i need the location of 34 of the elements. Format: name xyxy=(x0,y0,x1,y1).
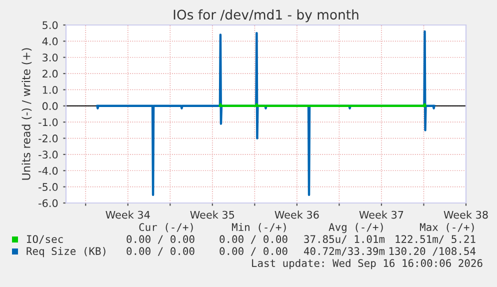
text: Max (-/+) xyxy=(420,223,474,232)
y-tick-label: 3.0 xyxy=(42,54,58,62)
text: Min (-/+) xyxy=(232,222,286,232)
text: Cur (-/+) xyxy=(139,223,193,232)
y-tick-label: 0.0 xyxy=(42,102,58,110)
legend-label: Req Size (KB) xyxy=(26,246,106,258)
x-tick-label: Week 35 xyxy=(190,210,234,219)
y-tick-label: -6.0 xyxy=(38,199,58,208)
y-tick-label: 5.0 xyxy=(42,21,58,30)
text: 40.72m/33.39m xyxy=(304,247,385,256)
text: 122.51m/ 5.21 xyxy=(396,235,476,244)
y-axis-title: Units read (-) / write (+) xyxy=(22,48,32,180)
x-tick-label: Week 38 xyxy=(444,210,488,219)
y-tick-label: -3.0 xyxy=(38,150,58,159)
y-tick-label: 4.0 xyxy=(42,37,58,46)
x-tick-label: Week 37 xyxy=(359,210,404,219)
text: 37.85u/ 1.01m xyxy=(304,235,385,244)
y-tick-label: 2.0 xyxy=(42,70,58,78)
y-tick-label: -5.0 xyxy=(38,183,58,191)
text: Last update: Wed Sep 16 16:00:06 2026 xyxy=(252,258,482,270)
x-tick-label: Week 34 xyxy=(106,210,150,219)
x-tick-label: Week 36 xyxy=(274,210,319,219)
y-tick-label: -4.0 xyxy=(38,166,58,175)
chart-title: IOs for /dev/md1 - by month xyxy=(174,9,358,22)
text: 130.20 /108.54 xyxy=(389,247,476,256)
text: 0.00 / 0.00 xyxy=(126,247,194,256)
text: 0.00 / 0.00 xyxy=(220,235,288,244)
text: 0.00 / 0.00 xyxy=(126,235,194,244)
legend-label: IO/sec xyxy=(27,235,63,244)
y-tick-label: 1.0 xyxy=(42,86,58,94)
y-tick-label: -1.0 xyxy=(38,118,58,126)
y-tick-label: -2.0 xyxy=(38,134,58,142)
text: 0.00 / 0.00 xyxy=(220,247,288,256)
text: Avg (-/+) xyxy=(328,222,383,234)
